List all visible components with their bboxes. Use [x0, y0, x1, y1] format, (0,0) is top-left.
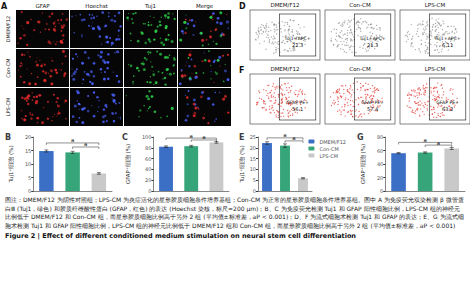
- svg-text:100: 100: [142, 134, 152, 140]
- svg-text:a: a: [283, 132, 286, 138]
- svg-text:GFAP⁺细胞 (%): GFAP⁺细胞 (%): [125, 144, 131, 184]
- html-text:图注：DMEM/F12 为阴性对照组；LPS-CM 为炎症活: 图注：DMEM/F12 为阴性对照组；LPS-CM 为炎症活化的星形胶质细胞条件…: [5, 196, 464, 229]
- svg-text:DMEM/F12: DMEM/F12: [5, 16, 11, 43]
- svg-text:Con-CM: Con-CM: [5, 58, 11, 77]
- svg-text:DMEM/F12: DMEM/F12: [319, 139, 346, 145]
- svg-text:15: 15: [250, 156, 256, 162]
- svg-text:Con-CM: Con-CM: [349, 2, 371, 8]
- svg-text:5: 5: [253, 177, 256, 183]
- svg-text:Hoechst: Hoechst: [85, 3, 108, 9]
- svg-text:Tuj1+APC+: Tuj1+APC+: [434, 36, 461, 41]
- svg-text:a: a: [190, 133, 193, 139]
- svg-text:20: 20: [377, 175, 383, 181]
- svg-text:60: 60: [145, 156, 151, 162]
- svg-text:GFAP PE+: GFAP PE+: [436, 100, 459, 105]
- svg-text:a: a: [84, 141, 87, 147]
- svg-text:21.3: 21.3: [367, 42, 378, 48]
- svg-text:Merge: Merge: [196, 3, 214, 10]
- svg-text:80: 80: [145, 145, 151, 151]
- svg-text:a: a: [292, 135, 295, 141]
- svg-text:Tuj1+APC+: Tuj1+APC+: [359, 36, 386, 41]
- svg-text:LPS-CM: LPS-CM: [425, 66, 446, 72]
- svg-text:GFAP PE+: GFAP PE+: [286, 100, 309, 105]
- svg-text:Tuj1: Tuj1: [144, 3, 156, 10]
- svg-text:Tuj1⁺细胞 (%): Tuj1⁺细胞 (%): [8, 145, 15, 183]
- svg-text:0: 0: [253, 188, 256, 194]
- svg-text:22.3: 22.3: [292, 42, 303, 48]
- svg-text:15: 15: [25, 148, 31, 154]
- svg-text:60: 60: [377, 148, 383, 154]
- svg-text:E: E: [239, 133, 244, 142]
- svg-text:a: a: [423, 137, 426, 143]
- svg-text:GFAP PE+: GFAP PE+: [361, 100, 384, 105]
- svg-text:LPS-CM: LPS-CM: [319, 153, 338, 159]
- svg-text:Con-CM: Con-CM: [349, 66, 371, 72]
- svg-text:56.1: 56.1: [292, 106, 303, 112]
- svg-text:a: a: [437, 140, 440, 146]
- svg-text:LPS-CM: LPS-CM: [5, 98, 11, 117]
- svg-text:10: 10: [250, 166, 256, 172]
- svg-text:G: G: [357, 133, 364, 142]
- svg-text:D: D: [239, 2, 246, 11]
- svg-text:0: 0: [380, 188, 383, 194]
- svg-text:DMEM/F12: DMEM/F12: [270, 2, 299, 8]
- svg-text:57.4: 57.4: [367, 106, 378, 112]
- svg-text:GFAP: GFAP: [36, 3, 51, 9]
- svg-text:10: 10: [25, 161, 31, 167]
- svg-text:6.11: 6.11: [442, 42, 453, 48]
- svg-text:B: B: [5, 133, 11, 142]
- svg-text:20: 20: [145, 177, 151, 183]
- svg-text:a: a: [71, 137, 74, 143]
- svg-text:20: 20: [250, 145, 256, 151]
- svg-text:5: 5: [28, 175, 31, 181]
- svg-text:63.2: 63.2: [442, 106, 453, 112]
- svg-text:0: 0: [148, 188, 151, 194]
- svg-text:a: a: [202, 134, 205, 140]
- svg-text:C: C: [122, 133, 128, 142]
- svg-text:40: 40: [145, 166, 151, 172]
- svg-text:Tuj1+APC+: Tuj1+APC+: [284, 36, 311, 41]
- svg-text:Con-CM: Con-CM: [319, 146, 338, 152]
- svg-text:GFAP⁺细胞 (%): GFAP⁺细胞 (%): [360, 144, 366, 184]
- svg-text:F: F: [239, 66, 244, 75]
- svg-text:A: A: [1, 2, 8, 11]
- svg-text:DMEM/F12: DMEM/F12: [270, 66, 299, 72]
- svg-text:25: 25: [250, 134, 256, 140]
- svg-text:40: 40: [377, 161, 383, 167]
- svg-text:20: 20: [25, 134, 31, 140]
- svg-text:0: 0: [28, 188, 31, 194]
- svg-text:Tuj1⁺细胞 (%): Tuj1⁺细胞 (%): [239, 145, 246, 183]
- html-text:Figure 2 | Effect of different: Figure 2 | Effect of different condition…: [5, 232, 356, 241]
- svg-text:LPS-CM: LPS-CM: [425, 2, 446, 8]
- svg-text:80: 80: [377, 134, 383, 140]
